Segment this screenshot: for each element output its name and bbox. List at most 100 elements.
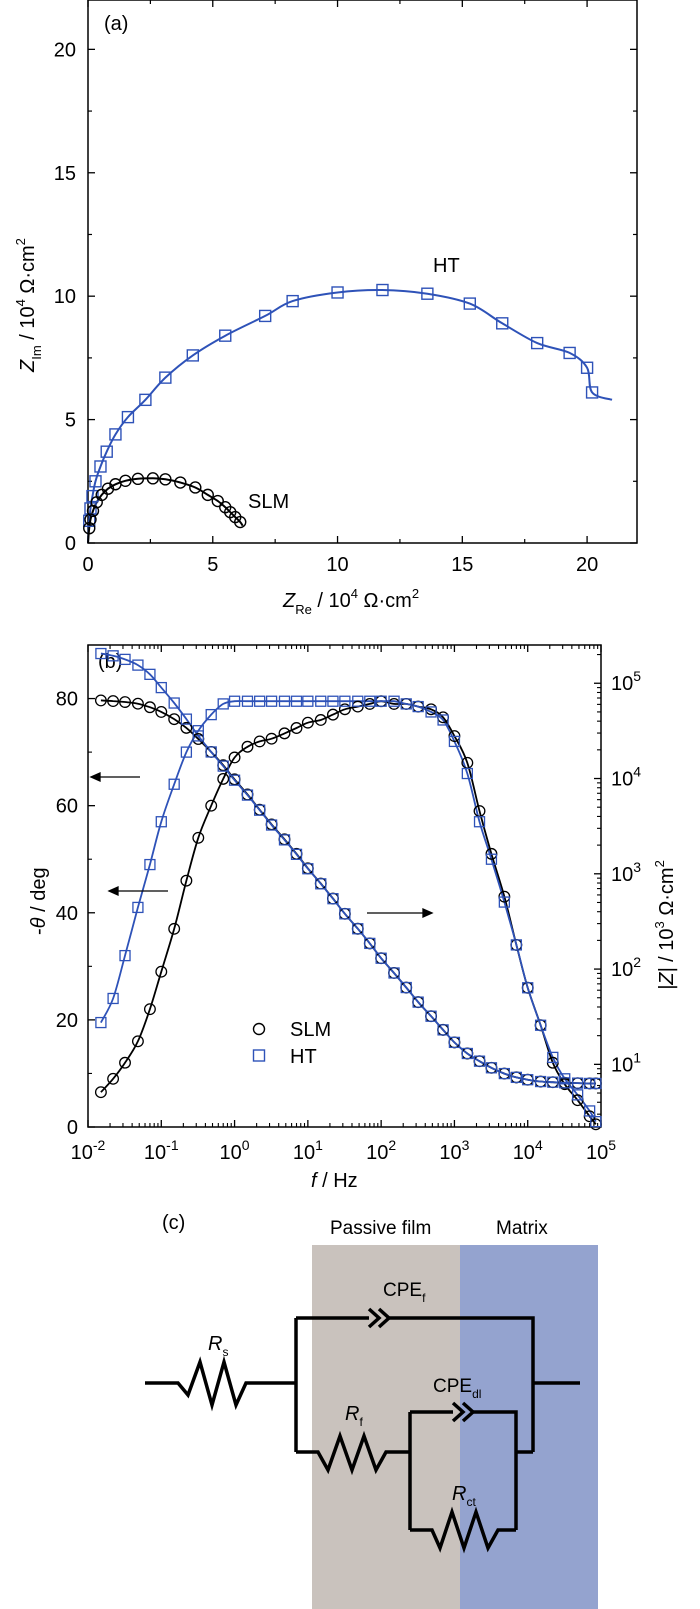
legend: SLM HT: [252, 1019, 331, 1068]
b-right-tick-label: 101: [611, 1049, 641, 1076]
b-marker-ht: [590, 1077, 602, 1090]
b-marker-slm: [192, 831, 205, 844]
panel-c: (c) Passive film Matrix: [145, 1212, 598, 1609]
a-marker-ht: [258, 309, 272, 323]
b-marker-ht: [498, 1067, 511, 1080]
b-x-tick-label: 10-2: [71, 1137, 106, 1164]
b-marker-ht: [364, 937, 376, 950]
b-marker-ht: [168, 778, 180, 790]
b-marker-ht: [144, 858, 156, 871]
b-marker-slm: [119, 1056, 131, 1069]
a-y-tick-label: 15: [54, 163, 76, 185]
b-marker-ht: [339, 908, 351, 920]
b-marker-ht: [547, 1051, 559, 1064]
b-marker-ht: [119, 949, 131, 962]
b-marker-slm: [143, 701, 156, 714]
panel-a-frame: [87, 0, 638, 544]
b-marker-ht: [290, 848, 303, 860]
b-marker-ht: [254, 804, 266, 816]
b-marker-ht: [205, 708, 217, 721]
label-cpe-dl: CPEdl: [433, 1376, 481, 1401]
label-rf: Rf: [345, 1403, 363, 1429]
arrow-right-head: [422, 907, 434, 919]
b-fit-curve: [100, 700, 597, 1123]
a-marker-slm: [159, 473, 172, 486]
b-marker-slm: [131, 697, 144, 710]
b-marker-ht: [498, 896, 511, 908]
label-cpe-f: CPEf: [383, 1280, 426, 1305]
b-marker-ht: [155, 681, 167, 694]
b-marker-slm: [338, 703, 351, 716]
b-marker-ht: [437, 714, 449, 726]
b-marker-ht: [559, 1077, 571, 1089]
a-marker-ht: [94, 460, 107, 473]
b-marker-ht: [132, 901, 144, 914]
panel-b-markers: [94, 647, 602, 1131]
b-marker-slm: [119, 696, 131, 708]
a-y-tick-label: 20: [54, 39, 76, 61]
b-marker-ht: [437, 1024, 449, 1036]
b-marker-slm: [205, 799, 218, 812]
b-marker-ht: [302, 695, 314, 707]
a-marker-ht: [563, 346, 576, 360]
a-marker-slm: [146, 472, 160, 485]
b-marker-ht: [425, 706, 437, 718]
b-marker-ht: [132, 659, 144, 671]
b-left-tick-label: 20: [56, 1010, 78, 1032]
a-marker-ht: [463, 297, 477, 310]
b-marker-ht: [228, 774, 241, 786]
b-x-tick-label: 101: [293, 1137, 323, 1164]
a-marker-slm: [234, 515, 247, 529]
b-marker-ht: [95, 1016, 107, 1029]
b-marker-ht: [241, 789, 254, 801]
b-x-tick-label: 104: [513, 1137, 543, 1164]
a-marker-slm: [211, 494, 224, 508]
b-marker-ht: [265, 819, 278, 831]
a-marker-ht: [139, 393, 152, 407]
b-marker-ht: [547, 1076, 559, 1088]
b-marker-ht: [192, 730, 204, 742]
b-marker-ht: [590, 1115, 602, 1128]
b-right-tick-label: 103: [611, 859, 641, 886]
b-marker-ht: [205, 746, 217, 758]
a-marker-ht: [121, 410, 135, 424]
b-marker-ht: [448, 1036, 461, 1049]
b-marker-ht: [352, 695, 364, 707]
cpe-f-left: [367, 1307, 382, 1329]
b-right-tick-label: 102: [611, 954, 641, 981]
b-marker-slm: [168, 713, 181, 726]
b-marker-slm: [253, 735, 266, 748]
panel-b-frame: [87, 644, 602, 1128]
b-marker-ht: [95, 647, 107, 660]
b-marker-ht: [388, 967, 400, 979]
b-marker-slm: [290, 722, 303, 734]
b-marker-ht: [364, 695, 376, 707]
b-marker-ht: [571, 1089, 584, 1101]
a-marker-ht: [286, 294, 299, 308]
b-marker-ht: [510, 1071, 523, 1084]
b-marker-ht: [448, 735, 461, 748]
b-marker-ht: [400, 698, 412, 710]
b-marker-slm: [94, 694, 107, 707]
resistor-rct: [410, 1506, 516, 1554]
a-marker-slm: [95, 488, 108, 502]
b-marker-slm: [107, 695, 120, 708]
b-marker-ht: [352, 923, 364, 935]
wire-top-branch-right: [389, 1316, 535, 1452]
panel-b-left-ticks: 0 20 40 60 80: [56, 689, 95, 1139]
a-marker-slm: [84, 513, 97, 526]
b-marker-ht: [375, 695, 387, 707]
panel-b: (b) 10-2 10-1 100 101 102 103 104 105 020406080…: [28, 644, 678, 1192]
a-marker-ht: [89, 475, 102, 488]
b-marker-slm: [241, 740, 254, 753]
b-marker-ht: [388, 695, 400, 707]
b-fit-curve: [100, 699, 596, 1085]
b-marker-slm: [327, 708, 339, 721]
b-x-tick-label: 10-1: [144, 1137, 179, 1164]
panel-a-x-axis-label: ZRe / 104 Ω·cm2: [282, 586, 419, 617]
b-marker-slm: [94, 1086, 107, 1099]
axis-arrows: [89, 771, 434, 919]
legend-ht-label: HT: [290, 1046, 317, 1068]
legend-ht-marker: [252, 1049, 266, 1062]
